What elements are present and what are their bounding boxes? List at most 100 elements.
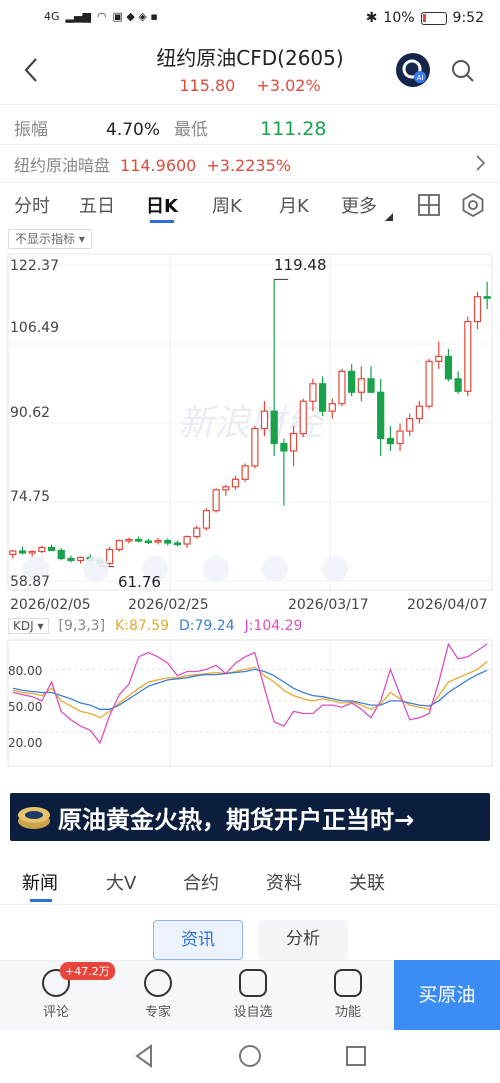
candle-body <box>270 410 278 445</box>
candle-body <box>348 370 356 393</box>
kdj-y-tick: 50.00 <box>8 700 43 714</box>
comment-icon <box>42 969 70 997</box>
y-tick-label: 90.62 <box>10 405 51 421</box>
kdj-select[interactable]: KDJ ▾ <box>8 618 49 634</box>
candle-body <box>464 320 472 392</box>
candle-body <box>231 478 240 488</box>
back-arrow-icon[interactable] <box>22 56 40 84</box>
dark-pool-row[interactable]: 纽约原油暗盘 114.9600 +3.2235% <box>14 152 291 176</box>
candle-body <box>183 535 191 545</box>
ai-assistant-icon[interactable]: AI <box>396 53 430 87</box>
search-icon[interactable] <box>450 58 476 84</box>
grid-layout-icon[interactable] <box>417 193 441 217</box>
y-tick-label: 106.49 <box>10 320 59 336</box>
x-tick-label: 2026/02/25 <box>128 597 209 613</box>
tab-daily-k[interactable]: 日K <box>146 196 178 217</box>
settings-gear-icon[interactable] <box>460 192 486 218</box>
news-tab-underline <box>30 899 52 902</box>
network-label: 4G <box>44 10 60 23</box>
candle-body <box>125 538 133 542</box>
candle-body <box>193 527 201 538</box>
banner-text: 原油黄金火热，期货开户正当时→ <box>58 806 415 834</box>
expert-button[interactable]: 专家 <box>128 969 188 1020</box>
x-tick-label: 2026/04/07 <box>407 597 488 613</box>
minus-icon[interactable] <box>142 556 168 582</box>
kdj-header: KDJ ▾ [9,3,3] K:87.59 D:79.24 J:104.29 <box>8 618 302 634</box>
candlestick-chart[interactable]: 新浪财经 <box>0 252 500 592</box>
candle-body <box>154 539 162 543</box>
dark-pool-label: 纽约原油暗盘 <box>14 156 111 175</box>
candle-body <box>396 430 404 445</box>
tab-weekly-k[interactable]: 周K <box>212 196 242 217</box>
candle-body <box>289 432 298 452</box>
kdj-params: [9,3,3] <box>58 618 106 634</box>
divider <box>0 182 500 183</box>
status-left: 4G ▂▄▆ ◠ ▣ ◆ ◈ ▪ <box>44 10 158 23</box>
candle-body <box>280 442 288 452</box>
low-value: 111.28 <box>260 118 327 140</box>
tab-news[interactable]: 新闻 <box>22 873 58 894</box>
candle-body <box>260 410 269 430</box>
candle-body <box>454 378 462 392</box>
signal-icon: ▂▄▆ <box>65 10 91 23</box>
y-tick-label: 122.37 <box>10 258 59 274</box>
indicator-select[interactable]: 不显示指标 ▾ <box>8 229 92 249</box>
function-icon <box>334 969 362 997</box>
candle-body <box>251 427 259 467</box>
tab-monthly-k[interactable]: 月K <box>279 196 309 217</box>
kdj-d-line <box>12 668 488 710</box>
candle-body <box>115 539 123 551</box>
zoom-out-icon[interactable] <box>23 556 49 582</box>
analysis-button[interactable]: 分析 <box>258 920 348 960</box>
divider <box>0 104 500 105</box>
amplitude-value: 4.70% <box>106 120 161 140</box>
info-button[interactable]: 资讯 <box>153 920 243 960</box>
promo-banner[interactable]: 原油黄金火热，期货开户正当时→ <box>10 793 490 841</box>
candle-body <box>76 556 85 562</box>
price-line: 115.80 +3.02% <box>0 76 500 95</box>
tab-more[interactable]: 更多 <box>341 196 377 217</box>
kdj-d-value: D:79.24 <box>179 618 235 634</box>
tab-contract[interactable]: 合约 <box>183 873 219 894</box>
candle-body <box>164 539 172 544</box>
kdj-j-line <box>12 642 488 745</box>
buy-crude-button[interactable]: 买原油 <box>394 960 500 1030</box>
zoom-in-icon[interactable] <box>83 556 109 582</box>
comment-button[interactable]: 评论 <box>26 969 86 1020</box>
chart-frame <box>7 253 493 591</box>
kdj-k-value: K:87.59 <box>115 618 170 634</box>
gold-coin-icon <box>18 807 50 829</box>
candle-body <box>444 355 453 380</box>
y-tick-label: 74.75 <box>10 489 51 505</box>
reset-icon[interactable] <box>322 556 348 582</box>
nav-home-icon[interactable] <box>238 1044 262 1068</box>
scroll-right-icon[interactable] <box>262 556 288 582</box>
x-tick-label: 2026/02/05 <box>10 597 91 613</box>
chevron-right-icon[interactable] <box>474 154 486 172</box>
function-label: 功能 <box>334 1005 361 1020</box>
scroll-left-icon[interactable] <box>203 556 229 582</box>
candle-body <box>328 403 336 412</box>
kdj-chart[interactable] <box>0 638 500 770</box>
kdj-y-tick: 80.00 <box>8 664 43 678</box>
candle-body <box>212 489 220 512</box>
price-change: +3.02% <box>256 76 321 95</box>
add-watchlist-button[interactable]: 设自选 <box>223 969 283 1020</box>
add-watchlist-label: 设自选 <box>233 1005 273 1020</box>
dark-pool-change: +3.2235% <box>206 156 291 175</box>
tab-intraday[interactable]: 分时 <box>14 196 50 217</box>
status-bar: 4G ▂▄▆ ◠ ▣ ◆ ◈ ▪ ✱ 10% 9:52 <box>0 0 500 38</box>
nav-back-icon[interactable] <box>133 1044 155 1068</box>
tab-profile[interactable]: 资料 <box>266 873 302 894</box>
tab-big-v[interactable]: 大V <box>106 873 137 894</box>
candle-body <box>367 378 375 393</box>
tab-five-day[interactable]: 五日 <box>79 196 115 217</box>
kdj-frame <box>7 639 493 767</box>
dark-pool-price: 114.9600 <box>120 156 197 175</box>
function-button[interactable]: 功能 <box>318 969 378 1020</box>
tab-related[interactable]: 关联 <box>349 873 385 894</box>
candle-body <box>173 542 182 546</box>
candle-body <box>309 383 317 402</box>
nav-recents-icon[interactable] <box>345 1045 367 1067</box>
candle-body <box>135 538 143 542</box>
